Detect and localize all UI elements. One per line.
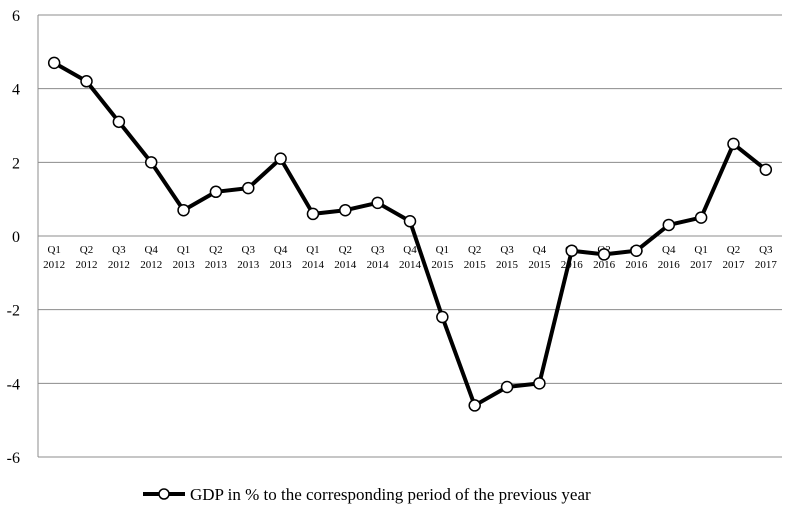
x-tick-year: 2017 bbox=[722, 259, 745, 271]
data-point bbox=[80, 75, 93, 88]
x-tick-quarter: Q3 bbox=[371, 244, 385, 256]
data-point bbox=[144, 156, 158, 169]
x-tick-quarter: Q2 bbox=[80, 244, 93, 256]
y-tick-label: -6 bbox=[7, 450, 20, 467]
x-tick-year: 2012 bbox=[140, 259, 162, 271]
x-tick-quarter: Q1 bbox=[306, 244, 319, 256]
x-tick-quarter: Q3 bbox=[242, 244, 256, 256]
data-point bbox=[694, 211, 708, 224]
y-tick-label: 6 bbox=[12, 8, 20, 25]
x-tick-year: 2017 bbox=[755, 259, 778, 271]
x-tick-year: 2013 bbox=[237, 259, 260, 271]
x-tick-year: 2016 bbox=[561, 259, 584, 271]
x-tick-quarter: Q2 bbox=[209, 244, 222, 256]
data-point bbox=[306, 207, 320, 221]
data-point bbox=[274, 152, 287, 165]
x-tick-quarter: Q3 bbox=[500, 244, 514, 256]
x-tick-quarter: Q3 bbox=[112, 244, 126, 256]
y-axis-tick-labels: 6 4 2 0 -2 -4 -6 bbox=[7, 8, 20, 467]
y-tick-label: 2 bbox=[12, 155, 20, 172]
x-tick-quarter: Q1 bbox=[694, 244, 707, 256]
x-tick-year: 2014 bbox=[399, 259, 422, 271]
data-point bbox=[500, 380, 514, 394]
x-tick-year: 2014 bbox=[367, 259, 390, 271]
legend-marker bbox=[158, 488, 170, 500]
data-point bbox=[727, 137, 740, 151]
y-tick-label: 4 bbox=[12, 82, 20, 99]
x-tick-year: 2013 bbox=[270, 259, 293, 271]
data-point bbox=[468, 399, 481, 412]
x-tick-quarter: Q1 bbox=[436, 244, 449, 256]
data-point bbox=[759, 163, 773, 176]
x-tick-year: 2013 bbox=[173, 259, 196, 271]
data-point bbox=[47, 56, 61, 70]
x-tick-quarter: Q3 bbox=[759, 244, 773, 256]
data-point bbox=[242, 181, 255, 195]
legend-label: GDP in % to the corresponding period of … bbox=[190, 485, 591, 504]
data-point bbox=[565, 244, 578, 257]
x-tick-year: 2015 bbox=[496, 259, 519, 271]
x-tick-quarter: Q2 bbox=[727, 244, 740, 256]
x-tick-year: 2016 bbox=[658, 259, 681, 271]
x-tick-quarter: Q4 bbox=[662, 244, 676, 256]
data-point bbox=[112, 115, 126, 129]
data-point bbox=[630, 244, 643, 257]
y-tick-label: -2 bbox=[7, 303, 20, 320]
x-tick-year: 2016 bbox=[593, 259, 616, 271]
x-tick-quarter: Q4 bbox=[144, 244, 158, 256]
x-tick-quarter: Q1 bbox=[177, 244, 190, 256]
series-points bbox=[47, 56, 773, 412]
x-tick-quarter: Q2 bbox=[339, 244, 352, 256]
y-tick-label: 0 bbox=[12, 229, 20, 246]
x-tick-year: 2015 bbox=[431, 259, 454, 271]
x-tick-year: 2014 bbox=[302, 259, 325, 271]
data-point bbox=[436, 310, 449, 324]
x-tick-quarter: Q2 bbox=[468, 244, 481, 256]
gridlines bbox=[37, 14, 782, 458]
x-tick-year: 2013 bbox=[205, 259, 228, 271]
x-tick-quarter: Q4 bbox=[274, 244, 288, 256]
x-tick-year: 2012 bbox=[108, 259, 130, 271]
x-tick-quarter: Q4 bbox=[403, 244, 417, 256]
series-polyline bbox=[53, 61, 768, 408]
x-tick-year: 2016 bbox=[625, 259, 648, 271]
data-point bbox=[371, 196, 384, 210]
x-tick-year: 2012 bbox=[43, 259, 65, 271]
data-point bbox=[597, 248, 611, 261]
legend: GDP in % to the corresponding period of … bbox=[143, 485, 591, 504]
data-point bbox=[662, 218, 676, 232]
data-point bbox=[533, 377, 546, 390]
x-axis-tick-labels: Q1 2012 Q2 2012 Q3 2012 Q4 2012 Q1 2013 Q2 2013 Q3 20… bbox=[43, 244, 777, 271]
x-tick-quarter: Q1 bbox=[47, 244, 60, 256]
data-point bbox=[209, 185, 223, 199]
x-tick-year: 2015 bbox=[528, 259, 551, 271]
series-line bbox=[53, 61, 768, 408]
data-point bbox=[177, 203, 190, 217]
x-tick-year: 2015 bbox=[464, 259, 487, 271]
x-tick-year: 2014 bbox=[334, 259, 357, 271]
x-tick-year: 2012 bbox=[76, 259, 98, 271]
data-point bbox=[403, 215, 417, 228]
x-tick-year: 2017 bbox=[690, 259, 713, 271]
data-point bbox=[339, 203, 352, 217]
x-tick-quarter: Q4 bbox=[533, 244, 547, 256]
y-tick-label: -4 bbox=[7, 376, 20, 393]
